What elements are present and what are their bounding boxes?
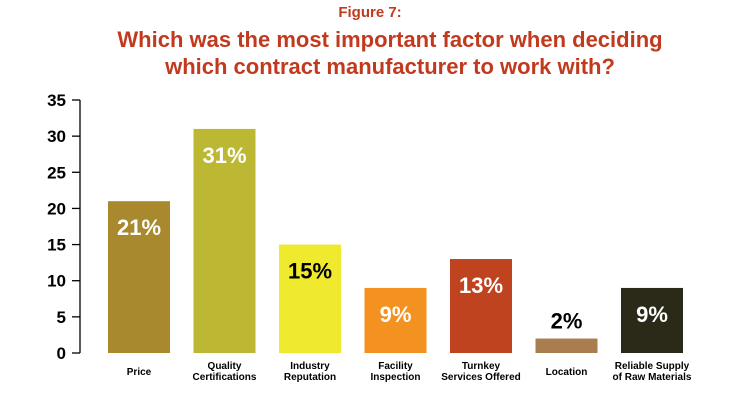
figure-label: Figure 7:	[338, 4, 402, 21]
bar	[450, 259, 512, 353]
x-category-label: Industry	[290, 361, 330, 372]
x-category-label: Reputation	[284, 372, 336, 383]
data-label: 9%	[636, 302, 668, 327]
bar	[364, 287, 427, 353]
x-category-label: Location	[546, 367, 588, 378]
bar	[108, 201, 170, 353]
y-tick-label: 25	[47, 163, 66, 182]
x-category-label: Certifications	[193, 372, 257, 383]
x-category-label: Quality	[208, 361, 242, 372]
x-category-label: Facility	[378, 361, 413, 372]
chart-title-line-1: Which was the most important factor when…	[117, 27, 663, 52]
y-tick-label: 15	[47, 236, 66, 255]
data-label: 21%	[117, 215, 161, 240]
x-category-label: Price	[127, 367, 152, 378]
x-category-label: Services Offered	[441, 372, 521, 383]
data-label: 2%	[551, 309, 583, 334]
y-tick-label: 30	[47, 127, 66, 146]
y-tick-label: 10	[47, 272, 66, 291]
bar	[193, 128, 256, 353]
y-tick-label: 5	[57, 308, 66, 327]
x-category-label: Turnkey	[462, 361, 501, 372]
y-tick-label: 20	[47, 199, 66, 218]
bar	[279, 244, 341, 353]
chart-title-line-2: which contract manufacturer to work with…	[165, 54, 615, 79]
data-label: 9%	[380, 302, 412, 327]
bar	[535, 338, 598, 353]
data-label: 13%	[459, 273, 503, 298]
y-tick-label: 0	[57, 344, 66, 363]
y-tick-label: 35	[47, 91, 66, 110]
chart-title: Which was the most important factor when…	[40, 26, 740, 80]
x-category-label: of Raw Materials	[613, 372, 692, 383]
data-label: 15%	[288, 259, 332, 284]
x-category-label: Reliable Supply	[615, 361, 690, 372]
bar	[621, 287, 683, 353]
x-category-label: Inspection	[370, 372, 420, 383]
data-label: 31%	[202, 143, 246, 168]
